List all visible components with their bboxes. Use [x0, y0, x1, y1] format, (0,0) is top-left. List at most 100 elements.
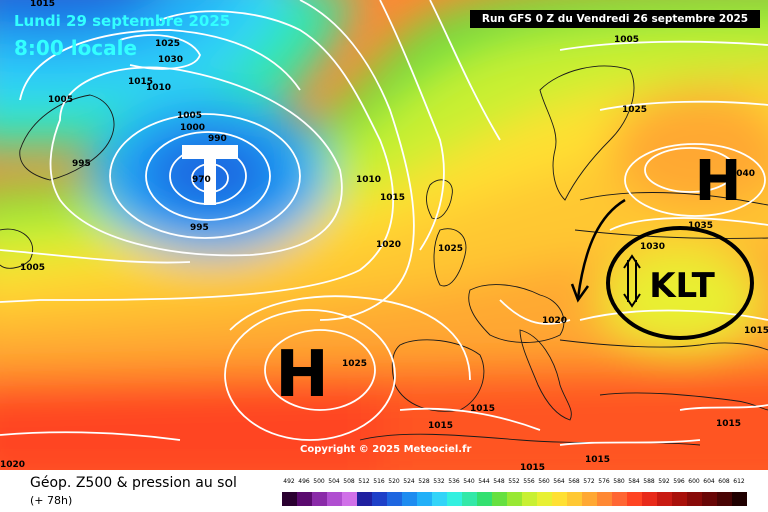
legend-label: 584: [628, 478, 640, 485]
legend-label: 572: [583, 478, 595, 485]
legend-swatch: [672, 492, 687, 506]
legend-label: 504: [328, 478, 340, 485]
klt-circle: [606, 226, 754, 340]
run-info: Run GFS 0 Z du Vendredi 26 septembre 202…: [470, 10, 760, 28]
map-canvas: H H KLT 1015 1025 1030 1005 1015 1010 10…: [0, 0, 768, 470]
isobar-label: 995: [72, 159, 91, 169]
legend-label: 592: [658, 478, 670, 485]
legend-label: 528: [418, 478, 430, 485]
legend-swatch: [732, 492, 747, 506]
legend-swatch: [447, 492, 462, 506]
isobar-label: 1025: [622, 105, 647, 115]
legend-label: 548: [493, 478, 505, 485]
arrow-head: [570, 283, 590, 303]
forecast-lead: (+ 78h): [30, 494, 73, 507]
isobar-labels: 1015 1025 1030 1005 1015 1010 1005 1005 …: [0, 0, 768, 470]
legend-label: 564: [553, 478, 565, 485]
legend-swatch: [312, 492, 327, 506]
legend-label: 612: [733, 478, 745, 485]
isobar-label: 990: [208, 134, 227, 144]
legend-swatch: [702, 492, 717, 506]
legend-swatch: [432, 492, 447, 506]
isobar-label: 1005: [20, 263, 45, 273]
legend-label: 608: [718, 478, 730, 485]
color-legend: 492 496 500 504 508 512 516 520 524 528 532 536 540 5…: [282, 478, 752, 510]
isobar-label: 1015: [128, 77, 153, 87]
legend-swatch: [282, 492, 297, 506]
forecast-time: 8:00 locale: [14, 36, 138, 60]
legend-swatch: [582, 492, 597, 506]
isobar-label: 995: [190, 223, 209, 233]
isobar-label: 1015: [428, 421, 453, 431]
legend-swatch: [537, 492, 552, 506]
legend-swatch: [612, 492, 627, 506]
legend-label: 508: [343, 478, 355, 485]
isobar-label: 1000: [180, 123, 205, 133]
legend-label: 544: [478, 478, 490, 485]
legend-label: 496: [298, 478, 310, 485]
isobar-label: 1015: [30, 0, 55, 9]
isobar-label: 1030: [640, 242, 665, 252]
legend-swatch: [492, 492, 507, 506]
isobar-label: 1005: [48, 95, 73, 105]
legend-label: 500: [313, 478, 325, 485]
legend-swatch: [387, 492, 402, 506]
legend-label: 492: [283, 478, 295, 485]
legend-label: 520: [388, 478, 400, 485]
legend-swatch: [567, 492, 582, 506]
isobar-label: 1030: [158, 55, 183, 65]
legend-swatch: [552, 492, 567, 506]
legend-label: 524: [403, 478, 415, 485]
low-pressure-marker: [204, 145, 216, 205]
legend-label: 580: [613, 478, 625, 485]
isobar-label: 970: [192, 175, 211, 185]
legend-label: 552: [508, 478, 520, 485]
high-pressure-south: H: [275, 338, 329, 412]
legend-label: 596: [673, 478, 685, 485]
legend-swatch: [522, 492, 537, 506]
isobar-label: 1025: [438, 244, 463, 254]
isobar-label: 1020: [0, 460, 25, 470]
isobar-label: 1010: [146, 83, 171, 93]
isobar-label: 1005: [614, 35, 639, 45]
legend-swatch: [372, 492, 387, 506]
legend-swatch: [507, 492, 522, 506]
isobar-label: 1020: [542, 316, 567, 326]
legend-swatch: [357, 492, 372, 506]
legend-swatch: [477, 492, 492, 506]
legend-swatch: [297, 492, 312, 506]
high-pressure-north: H: [695, 149, 742, 214]
map-title: Géop. Z500 & pression au sol: [30, 475, 237, 491]
legend-label: 532: [433, 478, 445, 485]
legend-swatch: [687, 492, 702, 506]
isobar-label: 1025: [155, 39, 180, 49]
isobar-label: 1025: [342, 359, 367, 369]
arrow-line: [576, 198, 626, 299]
forecast-date: Lundi 29 septembre 2025: [14, 12, 231, 30]
weather-map: H H KLT 1015 1025 1030 1005 1015 1010 10…: [0, 0, 768, 470]
legend-label: 560: [538, 478, 550, 485]
legend-label: 588: [643, 478, 655, 485]
legend-swatch: [717, 492, 732, 506]
klt-label: KLT: [649, 266, 715, 306]
legend-swatch: [627, 492, 642, 506]
legend-swatch: [417, 492, 432, 506]
low-pressure-marker-bar: [182, 145, 238, 159]
isobar-label: 1015: [744, 326, 768, 336]
isobar-label: 1020: [376, 240, 401, 250]
legend-label: 512: [358, 478, 370, 485]
isobar-label: 1005: [177, 111, 202, 121]
isobar-label: 1015: [716, 419, 741, 429]
legend-label: 604: [703, 478, 715, 485]
legend-swatch: [642, 492, 657, 506]
footer: Géop. Z500 & pression au sol (+ 78h) 492…: [0, 470, 768, 512]
legend-label: 556: [523, 478, 535, 485]
isobar-label: 1015: [585, 455, 610, 465]
isobars: [0, 0, 768, 446]
legend-swatch: [657, 492, 672, 506]
copyright: Copyright © 2025 Meteociel.fr: [300, 444, 472, 455]
isobar-label: 1035: [688, 221, 713, 231]
isobar-label: 1015: [470, 404, 495, 414]
klt-double-arrow: [623, 254, 641, 308]
isobar-label: 1015: [520, 463, 545, 470]
